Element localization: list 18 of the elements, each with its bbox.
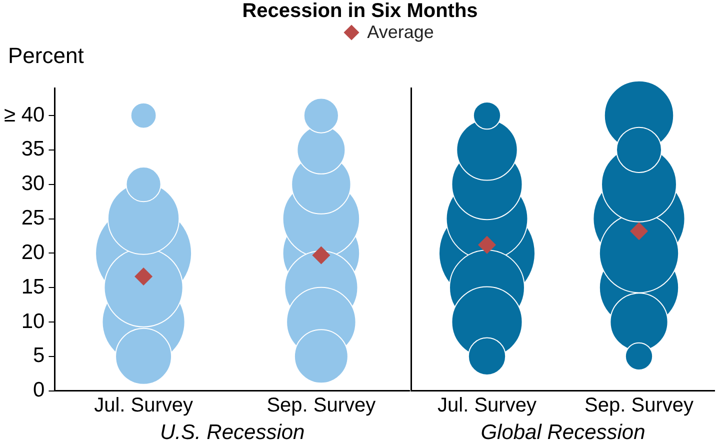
y-tick-label: 25 [21, 206, 45, 230]
y-tick-label: ≥ 40 [4, 103, 45, 126]
x-tick-label: Jul. Survey [94, 394, 194, 416]
legend-label: Average [367, 22, 434, 43]
y-tick-label: 35 [21, 138, 45, 161]
x-tick-label: Sep. Survey [584, 394, 694, 416]
y-tick-label: 10 [21, 310, 45, 333]
y-tick-label: 20 [21, 240, 45, 264]
x-tick-label: Jul. Survey [438, 394, 536, 416]
x-axis-title: U.S. Recession [160, 421, 305, 444]
y-tick-label: 0 [33, 378, 45, 402]
x-axis-title: Global Recession [480, 421, 646, 444]
y-tick-label: 5 [33, 344, 45, 368]
x-tick-label: Sep. Survey [266, 394, 376, 416]
y-axis-title: Percent [8, 43, 84, 68]
y-tick-label: 15 [21, 275, 45, 298]
chart-title: Recession in Six Months [241, 0, 479, 22]
y-tick-label: 30 [21, 172, 45, 196]
